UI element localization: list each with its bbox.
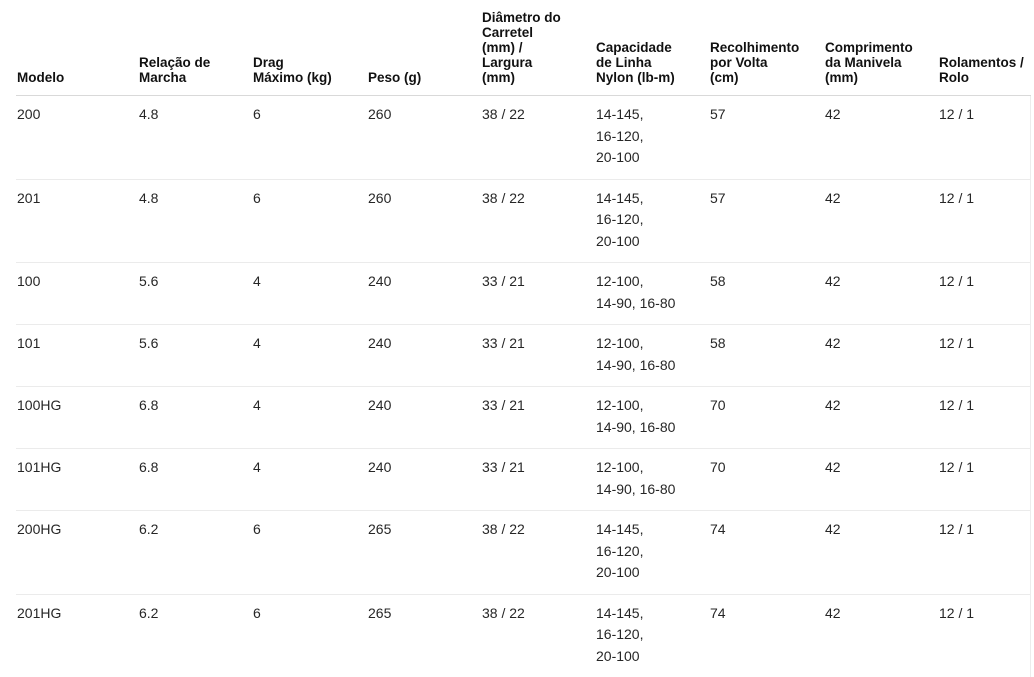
cell-recolhimento: 57	[709, 96, 824, 180]
cell-rolamentos-rolo: 12 / 1	[938, 179, 1030, 263]
table-row: 100HG 6.8 4 240 33 / 21 12-100, 14-90, 1…	[16, 387, 1030, 449]
cell-peso: 240	[367, 449, 481, 511]
cell-modelo: 100HG	[16, 387, 138, 449]
cell-modelo: 200	[16, 96, 138, 180]
header-row: Modelo Relação de Marcha Drag Máximo (kg…	[16, 0, 1030, 96]
cell-drag-maximo: 4	[252, 263, 367, 325]
cell-drag-maximo: 6	[252, 96, 367, 180]
header-relacao-de-marcha: Relação de Marcha	[138, 0, 252, 96]
table-row: 201 4.8 6 260 38 / 22 14-145, 16-120, 20…	[16, 179, 1030, 263]
cell-relacao-de-marcha: 5.6	[138, 263, 252, 325]
cell-capacidade-linha: 12-100, 14-90, 16-80	[595, 449, 709, 511]
cell-recolhimento: 70	[709, 387, 824, 449]
cell-rolamentos-rolo: 12 / 1	[938, 449, 1030, 511]
cell-recolhimento: 58	[709, 263, 824, 325]
cell-diametro-largura: 38 / 22	[481, 511, 595, 595]
cell-recolhimento: 74	[709, 511, 824, 595]
cell-comprimento-manivela: 42	[824, 96, 938, 180]
table-row: 101 5.6 4 240 33 / 21 12-100, 14-90, 16-…	[16, 325, 1030, 387]
cell-relacao-de-marcha: 6.8	[138, 449, 252, 511]
table-row: 201HG 6.2 6 265 38 / 22 14-145, 16-120, …	[16, 594, 1030, 677]
header-diametro-largura: Diâmetro do Carretel (mm) / Largura (mm)	[481, 0, 595, 96]
header-comprimento-manivela: Comprimento da Manivela (mm)	[824, 0, 938, 96]
cell-relacao-de-marcha: 4.8	[138, 179, 252, 263]
cell-rolamentos-rolo: 12 / 1	[938, 96, 1030, 180]
cell-modelo: 201	[16, 179, 138, 263]
table-header: Modelo Relação de Marcha Drag Máximo (kg…	[16, 0, 1030, 96]
cell-rolamentos-rolo: 12 / 1	[938, 511, 1030, 595]
table-row: 200 4.8 6 260 38 / 22 14-145, 16-120, 20…	[16, 96, 1030, 180]
cell-comprimento-manivela: 42	[824, 179, 938, 263]
cell-recolhimento: 74	[709, 594, 824, 677]
cell-diametro-largura: 38 / 22	[481, 594, 595, 677]
cell-comprimento-manivela: 42	[824, 511, 938, 595]
cell-relacao-de-marcha: 4.8	[138, 96, 252, 180]
cell-peso: 240	[367, 325, 481, 387]
header-modelo: Modelo	[16, 0, 138, 96]
cell-diametro-largura: 33 / 21	[481, 449, 595, 511]
cell-relacao-de-marcha: 6.2	[138, 594, 252, 677]
cell-modelo: 101	[16, 325, 138, 387]
cell-rolamentos-rolo: 12 / 1	[938, 325, 1030, 387]
cell-drag-maximo: 6	[252, 594, 367, 677]
table-row: 101HG 6.8 4 240 33 / 21 12-100, 14-90, 1…	[16, 449, 1030, 511]
cell-drag-maximo: 4	[252, 387, 367, 449]
cell-drag-maximo: 4	[252, 325, 367, 387]
cell-drag-maximo: 6	[252, 179, 367, 263]
cell-capacidade-linha: 14-145, 16-120, 20-100	[595, 179, 709, 263]
cell-relacao-de-marcha: 6.2	[138, 511, 252, 595]
cell-relacao-de-marcha: 5.6	[138, 325, 252, 387]
cell-peso: 265	[367, 594, 481, 677]
cell-capacidade-linha: 14-145, 16-120, 20-100	[595, 594, 709, 677]
cell-modelo: 101HG	[16, 449, 138, 511]
cell-peso: 240	[367, 263, 481, 325]
cell-recolhimento: 58	[709, 325, 824, 387]
table-row: 100 5.6 4 240 33 / 21 12-100, 14-90, 16-…	[16, 263, 1030, 325]
cell-capacidade-linha: 12-100, 14-90, 16-80	[595, 263, 709, 325]
cell-modelo: 201HG	[16, 594, 138, 677]
table-body: 200 4.8 6 260 38 / 22 14-145, 16-120, 20…	[16, 96, 1030, 677]
cell-peso: 240	[367, 387, 481, 449]
cell-comprimento-manivela: 42	[824, 263, 938, 325]
cell-peso: 265	[367, 511, 481, 595]
cell-diametro-largura: 33 / 21	[481, 325, 595, 387]
cell-comprimento-manivela: 42	[824, 449, 938, 511]
cell-peso: 260	[367, 96, 481, 180]
cell-recolhimento: 70	[709, 449, 824, 511]
cell-drag-maximo: 4	[252, 449, 367, 511]
cell-modelo: 100	[16, 263, 138, 325]
cell-comprimento-manivela: 42	[824, 387, 938, 449]
cell-relacao-de-marcha: 6.8	[138, 387, 252, 449]
cell-diametro-largura: 38 / 22	[481, 96, 595, 180]
cell-rolamentos-rolo: 12 / 1	[938, 263, 1030, 325]
cell-capacidade-linha: 14-145, 16-120, 20-100	[595, 511, 709, 595]
cell-comprimento-manivela: 42	[824, 325, 938, 387]
cell-rolamentos-rolo: 12 / 1	[938, 594, 1030, 677]
cell-capacidade-linha: 12-100, 14-90, 16-80	[595, 325, 709, 387]
header-drag-maximo: Drag Máximo (kg)	[252, 0, 367, 96]
cell-drag-maximo: 6	[252, 511, 367, 595]
cell-rolamentos-rolo: 12 / 1	[938, 387, 1030, 449]
cell-modelo: 200HG	[16, 511, 138, 595]
cell-diametro-largura: 38 / 22	[481, 179, 595, 263]
reel-spec-table: Modelo Relação de Marcha Drag Máximo (kg…	[16, 0, 1031, 677]
table-row: 200HG 6.2 6 265 38 / 22 14-145, 16-120, …	[16, 511, 1030, 595]
cell-peso: 260	[367, 179, 481, 263]
cell-recolhimento: 57	[709, 179, 824, 263]
cell-capacidade-linha: 12-100, 14-90, 16-80	[595, 387, 709, 449]
header-capacidade-linha: Capacidade de Linha Nylon (lb-m)	[595, 0, 709, 96]
header-rolamentos-rolo: Rolamentos / Rolo	[938, 0, 1030, 96]
header-peso: Peso (g)	[367, 0, 481, 96]
cell-diametro-largura: 33 / 21	[481, 387, 595, 449]
cell-capacidade-linha: 14-145, 16-120, 20-100	[595, 96, 709, 180]
cell-diametro-largura: 33 / 21	[481, 263, 595, 325]
cell-comprimento-manivela: 42	[824, 594, 938, 677]
header-recolhimento-por-volta: Recolhimento por Volta (cm)	[709, 0, 824, 96]
